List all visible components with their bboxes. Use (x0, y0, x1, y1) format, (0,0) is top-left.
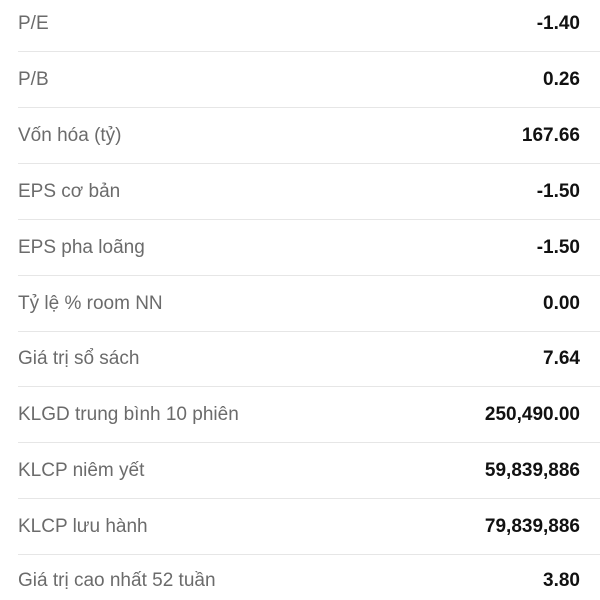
row-divider (18, 275, 600, 276)
stat-row-outstanding-shares: KLCP lưu hành 79,839,886 (0, 499, 600, 555)
row-divider (18, 442, 600, 443)
stat-row-listed-shares: KLCP niêm yết 59,839,886 (0, 443, 600, 499)
row-divider (18, 107, 600, 108)
stat-row-market-cap: Vốn hóa (tỷ) 167.66 (0, 108, 600, 164)
stat-value: 250,490.00 (484, 404, 580, 425)
stat-label: Giá trị cao nhất 52 tuần (18, 570, 216, 591)
stat-row-pe: P/E -1.40 (0, 0, 600, 52)
row-divider (18, 554, 600, 555)
stat-label: KLCP lưu hành (18, 516, 148, 537)
stat-label: EPS pha loãng (18, 237, 145, 258)
row-divider (18, 498, 600, 499)
stat-row-foreign-room: Tỷ lệ % room NN 0.00 (0, 276, 600, 332)
stat-value: 59,839,886 (484, 460, 580, 481)
row-divider (18, 219, 600, 220)
stat-value: 7.64 (543, 348, 580, 369)
stat-value: 167.66 (521, 125, 580, 146)
stat-label: Giá trị sổ sách (18, 348, 140, 369)
stat-label: P/B (18, 69, 49, 90)
stat-label: KLGD trung bình 10 phiên (18, 404, 239, 425)
stat-label: Tỷ lệ % room NN (18, 293, 163, 314)
stat-label: EPS cơ bản (18, 181, 121, 202)
stat-value: 3.80 (543, 570, 580, 591)
row-divider (18, 51, 600, 52)
stat-value: 0.26 (543, 69, 580, 90)
stat-value: -1.50 (536, 237, 580, 258)
stat-row-pb: P/B 0.26 (0, 52, 600, 108)
stat-label: Vốn hóa (tỷ) (18, 125, 122, 146)
stat-label: P/E (18, 13, 49, 34)
row-divider (18, 386, 600, 387)
stat-value: 79,839,886 (484, 516, 580, 537)
stat-row-eps-diluted: EPS pha loãng -1.50 (0, 220, 600, 276)
row-divider (18, 163, 600, 164)
stat-row-eps-basic: EPS cơ bản -1.50 (0, 164, 600, 220)
stat-value: 0.00 (543, 293, 580, 314)
stat-row-book-value: Giá trị sổ sách 7.64 (0, 331, 600, 387)
stat-label: KLCP niêm yết (18, 460, 145, 481)
stat-row-52w-high: Giá trị cao nhất 52 tuần 3.80 (0, 553, 600, 600)
stat-value: -1.40 (536, 13, 580, 34)
stat-value: -1.50 (536, 181, 580, 202)
row-divider (18, 331, 600, 332)
stat-row-avg-volume: KLGD trung bình 10 phiên 250,490.00 (0, 387, 600, 443)
